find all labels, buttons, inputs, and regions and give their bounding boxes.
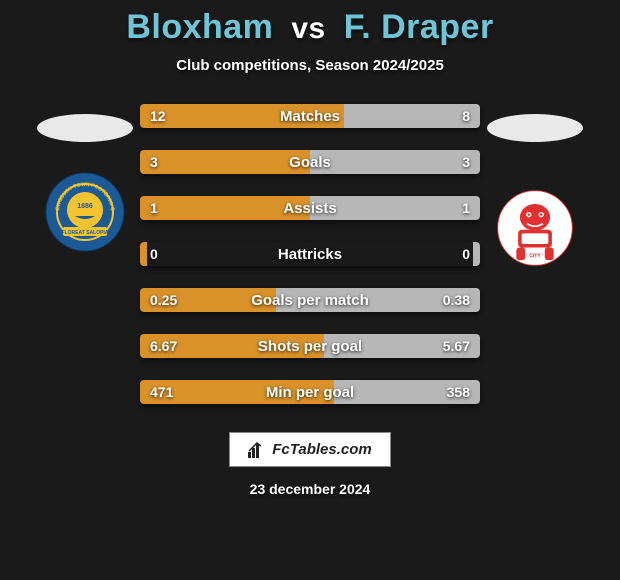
- bar-left-fill: [140, 196, 310, 220]
- shrewsbury-badge-icon: 1886 SHREWSBURY TOWN FOOTBALL CLUB FLORE…: [45, 172, 125, 252]
- vs-label: vs: [291, 12, 325, 45]
- stat-row: 128Matches: [140, 104, 480, 128]
- player1-name: Bloxham: [126, 8, 273, 46]
- subtitle: Club competitions, Season 2024/2025: [176, 57, 444, 74]
- date-line: 23 december 2024: [250, 481, 371, 497]
- stat-row: 6.675.67Shots per goal: [140, 334, 480, 358]
- bar-left-fill: [140, 380, 334, 404]
- fctables-logo-icon: [248, 442, 266, 458]
- left-column: 1886 SHREWSBURY TOWN FOOTBALL CLUB FLORE…: [30, 104, 140, 252]
- bar-right-fill: [310, 150, 480, 174]
- bar-right-fill: [473, 242, 480, 266]
- stat-right-value: 0: [462, 242, 470, 266]
- lincoln-badge-icon: · · · · CITY · · · ·: [495, 183, 575, 273]
- right-column: · · · · CITY · · · ·: [480, 104, 590, 268]
- stat-row: 471358Min per goal: [140, 380, 480, 404]
- bar-right-fill: [334, 380, 480, 404]
- stat-row: 0 0Hattricks: [140, 242, 480, 266]
- comparison-card: Bloxham vs F. Draper Club competitions, …: [0, 0, 620, 580]
- bar-right-fill: [324, 334, 480, 358]
- stat-row: 0.250.38Goals per match: [140, 288, 480, 312]
- bar-left-fill: [140, 242, 147, 266]
- bar-right-fill: [310, 196, 480, 220]
- right-oval: [487, 114, 583, 142]
- svg-text:1886: 1886: [77, 203, 93, 210]
- player2-name: F. Draper: [344, 8, 494, 46]
- stat-row: 33Goals: [140, 150, 480, 174]
- bar-right-fill: [276, 288, 480, 312]
- bar-left-fill: [140, 150, 310, 174]
- site-badge: FcTables.com: [229, 432, 390, 467]
- bar-left-fill: [140, 334, 324, 358]
- svg-text:FLOREAT SALOPIA: FLOREAT SALOPIA: [62, 230, 109, 236]
- left-club-badge: 1886 SHREWSBURY TOWN FOOTBALL CLUB FLORE…: [45, 172, 125, 252]
- stat-row: 11Assists: [140, 196, 480, 220]
- page-title: Bloxham vs F. Draper: [126, 8, 493, 47]
- content-row: 1886 SHREWSBURY TOWN FOOTBALL CLUB FLORE…: [0, 104, 620, 404]
- site-badge-text: FcTables.com: [272, 441, 371, 458]
- stat-left-value: 0: [150, 242, 158, 266]
- bar-left-fill: [140, 288, 276, 312]
- bar-left-fill: [140, 104, 344, 128]
- bars-column: 128Matches 33Goals 11Assists 0 0Hattricks 0.2…: [140, 104, 480, 404]
- bar-right-fill: [344, 104, 480, 128]
- left-oval: [37, 114, 133, 142]
- stat-label: Hattricks: [140, 242, 480, 266]
- right-club-badge: · · · · CITY · · · ·: [495, 188, 575, 268]
